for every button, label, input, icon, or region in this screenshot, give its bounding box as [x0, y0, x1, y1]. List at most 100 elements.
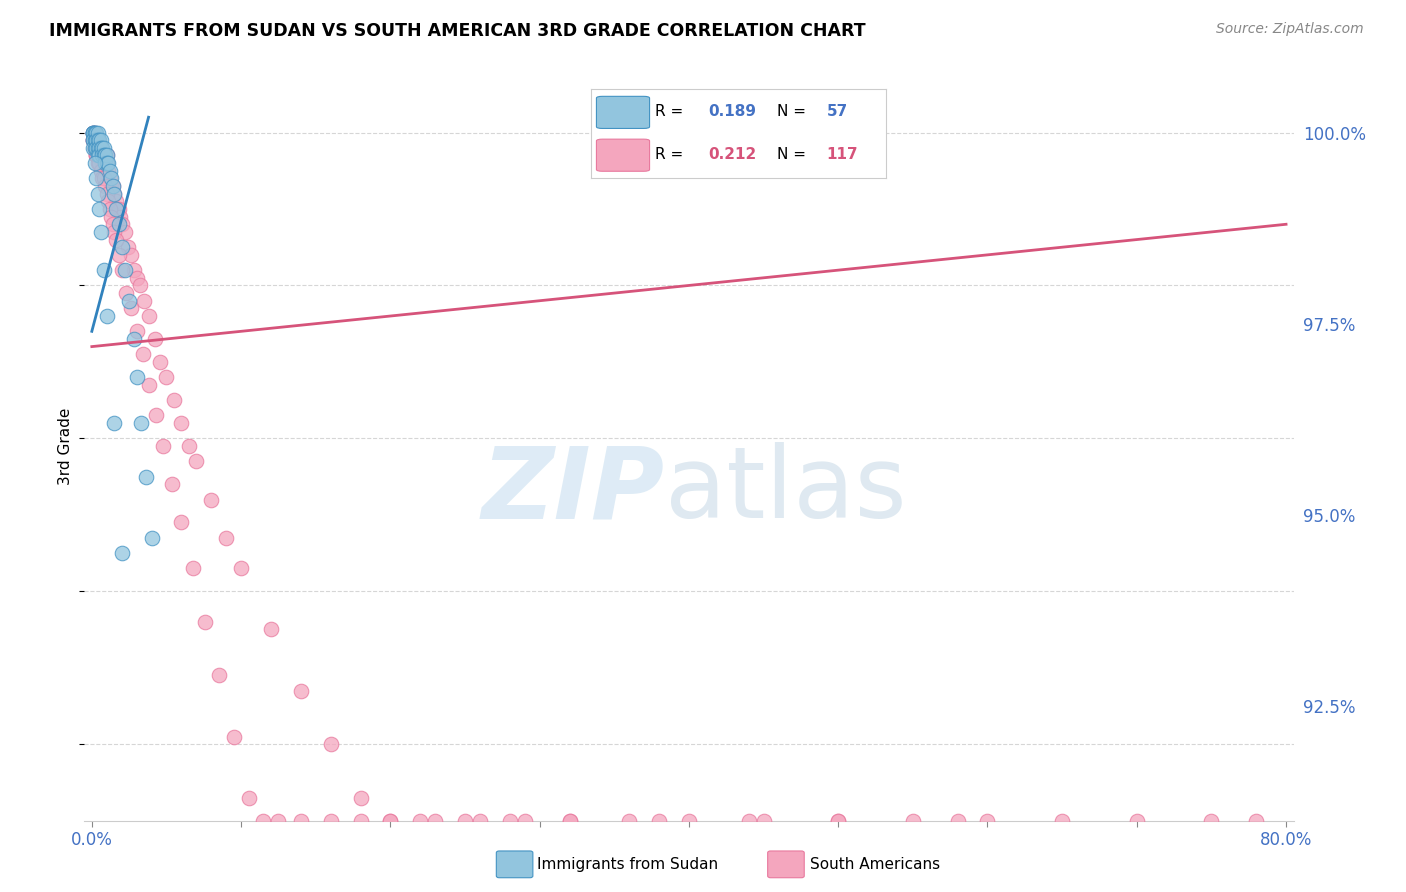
Point — [129, 416, 152, 430]
Point — [103, 186, 125, 201]
Point — [96, 148, 118, 162]
Point — [120, 301, 142, 316]
Point — [901, 814, 924, 828]
Text: 57: 57 — [827, 104, 848, 119]
Point — [111, 240, 134, 254]
Point — [84, 133, 107, 147]
Point — [96, 156, 118, 170]
Point — [252, 814, 274, 828]
Point — [827, 814, 849, 828]
Point — [108, 210, 131, 224]
FancyBboxPatch shape — [596, 139, 650, 171]
Point — [89, 148, 111, 162]
Point — [82, 133, 104, 147]
Point — [94, 179, 117, 194]
FancyBboxPatch shape — [596, 96, 650, 128]
Point — [83, 133, 105, 147]
Point — [91, 171, 114, 186]
Point — [94, 148, 117, 162]
Point — [290, 683, 312, 698]
Text: 0.212: 0.212 — [709, 147, 756, 161]
Point — [177, 439, 200, 453]
Point — [82, 126, 104, 140]
Point — [96, 148, 118, 162]
Point — [122, 332, 145, 346]
Point — [93, 263, 115, 277]
Point — [83, 126, 105, 140]
Point — [87, 133, 110, 147]
Point — [87, 186, 110, 201]
Point — [499, 814, 522, 828]
Point — [84, 133, 107, 147]
Text: R =: R = — [655, 147, 689, 161]
Point — [82, 126, 104, 140]
Point — [87, 148, 110, 162]
Point — [122, 263, 145, 277]
Point — [84, 126, 107, 140]
Point — [96, 186, 118, 201]
Point — [104, 233, 127, 247]
Text: Immigrants from Sudan: Immigrants from Sudan — [537, 857, 718, 871]
Point — [1244, 814, 1267, 828]
Point — [107, 202, 129, 216]
Point — [89, 133, 111, 147]
Point — [619, 814, 641, 828]
Point — [96, 309, 118, 323]
Point — [93, 148, 115, 162]
Point — [87, 141, 110, 155]
Text: 117: 117 — [827, 147, 858, 161]
Point — [103, 225, 125, 239]
Point — [162, 477, 184, 491]
Point — [87, 133, 110, 147]
Point — [84, 141, 107, 155]
Point — [183, 561, 205, 575]
Point — [83, 141, 105, 155]
Point — [208, 668, 231, 682]
Point — [267, 814, 290, 828]
Point — [91, 148, 114, 162]
Point — [98, 171, 121, 186]
Point — [468, 814, 491, 828]
Point — [114, 225, 136, 239]
Point — [138, 377, 160, 392]
Point — [93, 141, 115, 155]
Point — [152, 439, 174, 453]
Point — [90, 141, 112, 155]
Point — [752, 814, 775, 828]
Point — [186, 454, 208, 468]
Point — [83, 141, 105, 155]
Point — [222, 730, 245, 744]
Point — [101, 179, 124, 194]
Point — [82, 133, 104, 147]
Point — [155, 370, 177, 384]
Point — [131, 347, 153, 361]
Point — [454, 814, 477, 828]
Text: atlas: atlas — [665, 442, 907, 540]
Point — [89, 141, 111, 155]
Point — [138, 309, 160, 323]
Point — [100, 171, 122, 186]
Point — [97, 194, 120, 209]
Point — [149, 355, 172, 369]
Point — [215, 531, 238, 545]
Point — [90, 225, 112, 239]
Point — [89, 148, 111, 162]
Point — [105, 202, 128, 216]
Point — [87, 141, 110, 155]
Point — [260, 623, 283, 637]
Text: South Americans: South Americans — [810, 857, 941, 871]
Point — [87, 156, 110, 170]
Point — [229, 561, 252, 575]
Point — [145, 409, 167, 423]
Point — [93, 148, 115, 162]
Point — [82, 126, 104, 140]
Point — [128, 278, 150, 293]
Point — [380, 814, 402, 828]
Point — [103, 416, 125, 430]
Point — [94, 156, 117, 170]
Point — [319, 737, 342, 751]
Point — [101, 217, 124, 231]
Text: ZIP: ZIP — [482, 442, 665, 540]
Point — [290, 814, 312, 828]
Point — [737, 814, 759, 828]
